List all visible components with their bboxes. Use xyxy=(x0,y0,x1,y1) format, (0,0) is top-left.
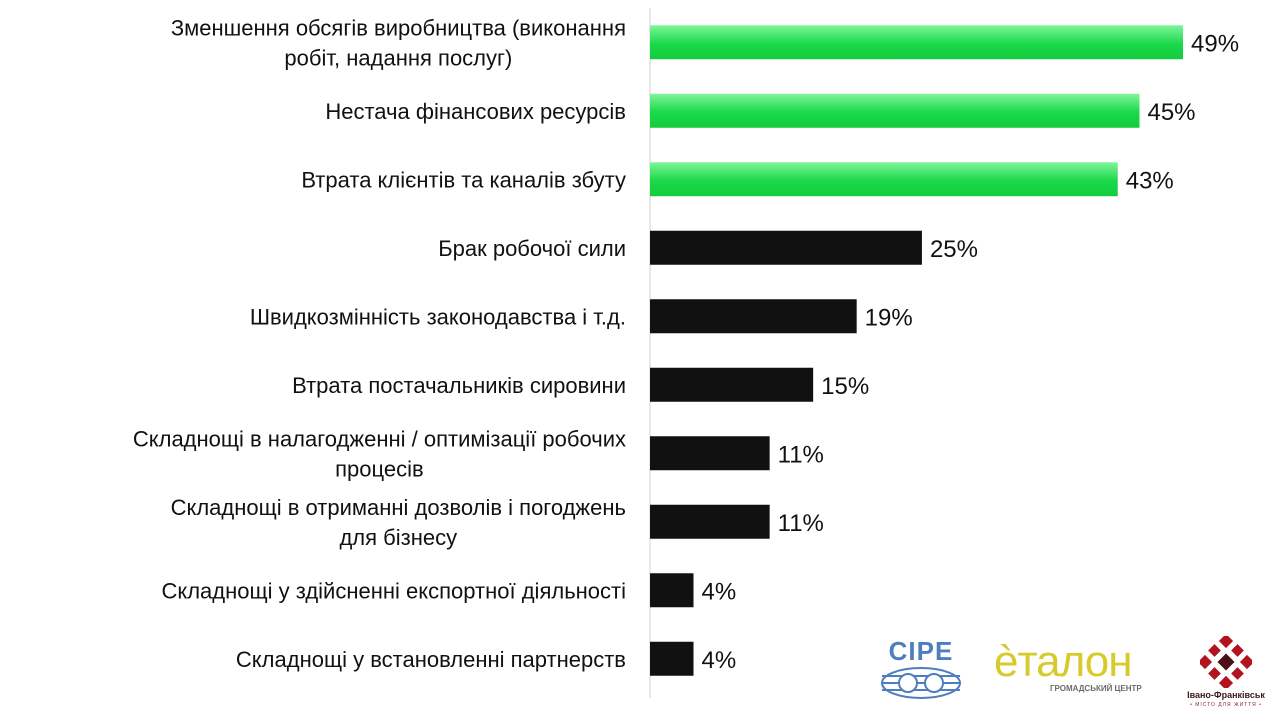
etalon-logo-text: èталон xyxy=(994,637,1133,686)
bars-layer: 49% Зменшення обсягів виробництва (викона… xyxy=(133,15,1239,676)
city-name: Івано-Франківськ xyxy=(1187,690,1265,700)
category-label: робіт, надання послуг) xyxy=(284,45,512,70)
value-label: 15% xyxy=(821,373,869,400)
category-label: Складнощі в отриманні дозволів і погодже… xyxy=(171,495,626,520)
category-label: процесів xyxy=(335,456,424,481)
bar xyxy=(650,299,857,334)
value-label: 4% xyxy=(702,647,737,674)
category-label: Нестача фінансових ресурсів xyxy=(325,99,626,124)
etalon-logo: èталон ГРОМАДСЬКИЙ ЦЕНТР xyxy=(994,640,1170,696)
category-label: Втрата постачальників сировини xyxy=(292,373,626,398)
bar xyxy=(650,230,922,265)
category-label: Складнощі у здійсненні експортної діяльн… xyxy=(161,578,626,603)
value-label: 49% xyxy=(1191,30,1239,57)
bar xyxy=(650,25,1183,60)
bar xyxy=(650,641,694,676)
bar xyxy=(650,504,770,539)
ornament-icon xyxy=(1200,636,1252,688)
city-motto: • МІСТО ДЛЯ ЖИТТЯ • xyxy=(1190,702,1262,708)
ivano-frankivsk-logo: Івано-Франківськ • МІСТО ДЛЯ ЖИТТЯ • xyxy=(1186,632,1266,712)
bar xyxy=(650,367,814,402)
category-label: Швидкозмінність законодавства і т.д. xyxy=(250,304,626,329)
value-label: 19% xyxy=(865,304,913,331)
category-label: Зменшення обсягів виробництва (виконання xyxy=(171,15,626,40)
value-label: 43% xyxy=(1126,167,1174,194)
cipe-logo-text: CIPE xyxy=(888,636,954,666)
cipe-logo: CIPE xyxy=(880,636,962,700)
value-label: 45% xyxy=(1147,99,1195,126)
bar xyxy=(650,93,1140,128)
category-label: Складнощі в налагодженні / оптимізації р… xyxy=(133,426,626,451)
globe-icon xyxy=(881,667,961,699)
category-label: Втрата клієнтів та каналів збуту xyxy=(301,167,626,192)
category-label: Брак робочої сили xyxy=(438,236,626,261)
bar xyxy=(650,162,1118,197)
bar xyxy=(650,436,770,471)
category-label: Складнощі у встановленні партнерств xyxy=(236,647,626,672)
value-label: 4% xyxy=(702,578,737,605)
bar xyxy=(650,573,694,608)
etalon-logo-subtitle: ГРОМАДСЬКИЙ ЦЕНТР xyxy=(1050,684,1142,693)
value-label: 11% xyxy=(778,510,824,537)
category-label: для бізнесу xyxy=(339,525,457,550)
value-label: 25% xyxy=(930,236,978,263)
value-label: 11% xyxy=(778,441,824,468)
